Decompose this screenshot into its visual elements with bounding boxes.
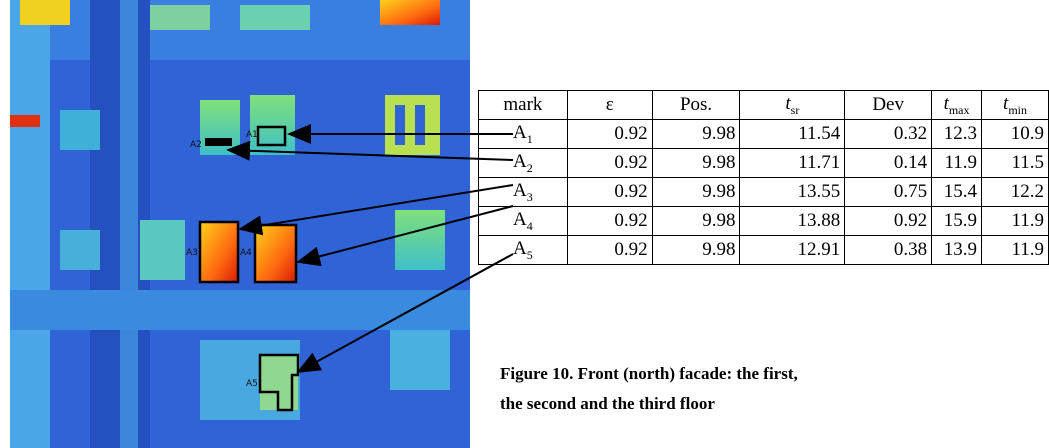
table-cell: 13.9 [931, 235, 983, 265]
region-label: A4 [240, 248, 252, 258]
table-cell: 0.92 [566, 148, 653, 178]
header-cell: mark [478, 90, 568, 120]
thermal-image: A1 A2 A3 A4 A5 [10, 0, 470, 448]
cell-subscript: 4 [526, 218, 533, 233]
header-cell: tmin [981, 90, 1049, 120]
table-cell: 12.2 [981, 177, 1049, 207]
cell-text: mark [503, 94, 543, 115]
cell-text: A [513, 179, 527, 201]
table-cell: 0.92 [566, 235, 653, 265]
cell-subscript: 3 [526, 189, 533, 204]
caption-line: the second and the third floor [500, 394, 715, 413]
table-cell: A4 [478, 206, 568, 236]
table-cell: 9.98 [651, 148, 741, 178]
table-cell: 11.9 [981, 206, 1049, 236]
cell-subscript: min [1008, 102, 1027, 117]
cell-text: A [513, 208, 527, 230]
table-cell: 13.55 [739, 177, 846, 207]
cell-subscript: max [948, 102, 970, 117]
header-row: mark ε Pos. tsr Dev tmax tmin [478, 90, 1049, 120]
table-row: A2 0.92 9.98 11.71 0.14 11.9 11.5 [478, 148, 1049, 178]
region-label: A5 [246, 379, 258, 389]
region-label: A3 [186, 248, 198, 258]
table-cell: 0.92 [566, 177, 653, 207]
cell-text: A [513, 237, 527, 259]
table-cell: 12.3 [931, 119, 983, 149]
cell-text: Pos. [679, 94, 713, 115]
table-body: A1 0.92 9.98 11.54 0.32 12.3 10.9 A2 0.92 9.98 11.… [478, 119, 1049, 265]
cell-text: t [943, 92, 949, 114]
table-cell: 15.9 [931, 206, 983, 236]
table-cell: 12.91 [739, 235, 846, 265]
table-cell: 0.92 [566, 206, 653, 236]
table-row: A1 0.92 9.98 11.54 0.32 12.3 10.9 [478, 119, 1049, 149]
table-cell: 11.9 [981, 235, 1049, 265]
table-row: A5 0.92 9.98 12.91 0.38 13.9 11.9 [478, 235, 1049, 265]
cell-text: A [513, 150, 527, 172]
table-cell: 0.75 [844, 177, 933, 207]
table-cell: 0.92 [844, 206, 933, 236]
table-cell: 11.5 [981, 148, 1049, 178]
table-cell: 0.92 [566, 119, 653, 149]
region-label: A2 [190, 140, 202, 150]
table-cell: 9.98 [651, 235, 741, 265]
region-label: A1 [246, 130, 258, 140]
header-cell: tmax [931, 90, 983, 120]
cell-text: ε [605, 94, 614, 115]
cell-text: A [513, 121, 527, 143]
table-cell: 9.98 [651, 206, 741, 236]
table-cell: 11.71 [739, 148, 846, 178]
cell-subscript: 2 [526, 160, 533, 175]
table-cell: 11.9 [931, 148, 983, 178]
table-cell: 10.9 [981, 119, 1049, 149]
cell-subscript: 5 [526, 247, 533, 262]
data-table: mark ε Pos. tsr Dev tmax tmin A1 0.92 9.98 11.54 0… [478, 90, 1049, 265]
table-cell: 9.98 [651, 119, 741, 149]
table-row: A4 0.92 9.98 13.88 0.92 15.9 11.9 [478, 206, 1049, 236]
table-cell: A1 [478, 119, 568, 149]
header-cell: tsr [739, 90, 846, 120]
cell-text: Dev [872, 94, 904, 115]
cell-text: t [785, 92, 791, 114]
cell-subscript: 1 [526, 131, 533, 146]
header-cell: Dev [844, 90, 933, 120]
table-cell: 0.38 [844, 235, 933, 265]
table-cell: A3 [478, 177, 568, 207]
table-cell: A2 [478, 148, 568, 178]
header-cell: Pos. [651, 90, 741, 120]
table-cell: 0.32 [844, 119, 933, 149]
header-cell: ε [566, 90, 653, 120]
cell-text: t [1003, 92, 1009, 114]
table-cell: 15.4 [931, 177, 983, 207]
table-cell: 13.88 [739, 206, 846, 236]
cell-subscript: sr [790, 102, 800, 117]
table-cell: 11.54 [739, 119, 846, 149]
table-cell: A5 [478, 235, 568, 265]
caption-line: Figure 10. Front (north) facade: the fir… [500, 364, 798, 383]
table-cell: 9.98 [651, 177, 741, 207]
table-row: A3 0.92 9.98 13.55 0.75 15.4 12.2 [478, 177, 1049, 207]
table-cell: 0.14 [844, 148, 933, 178]
